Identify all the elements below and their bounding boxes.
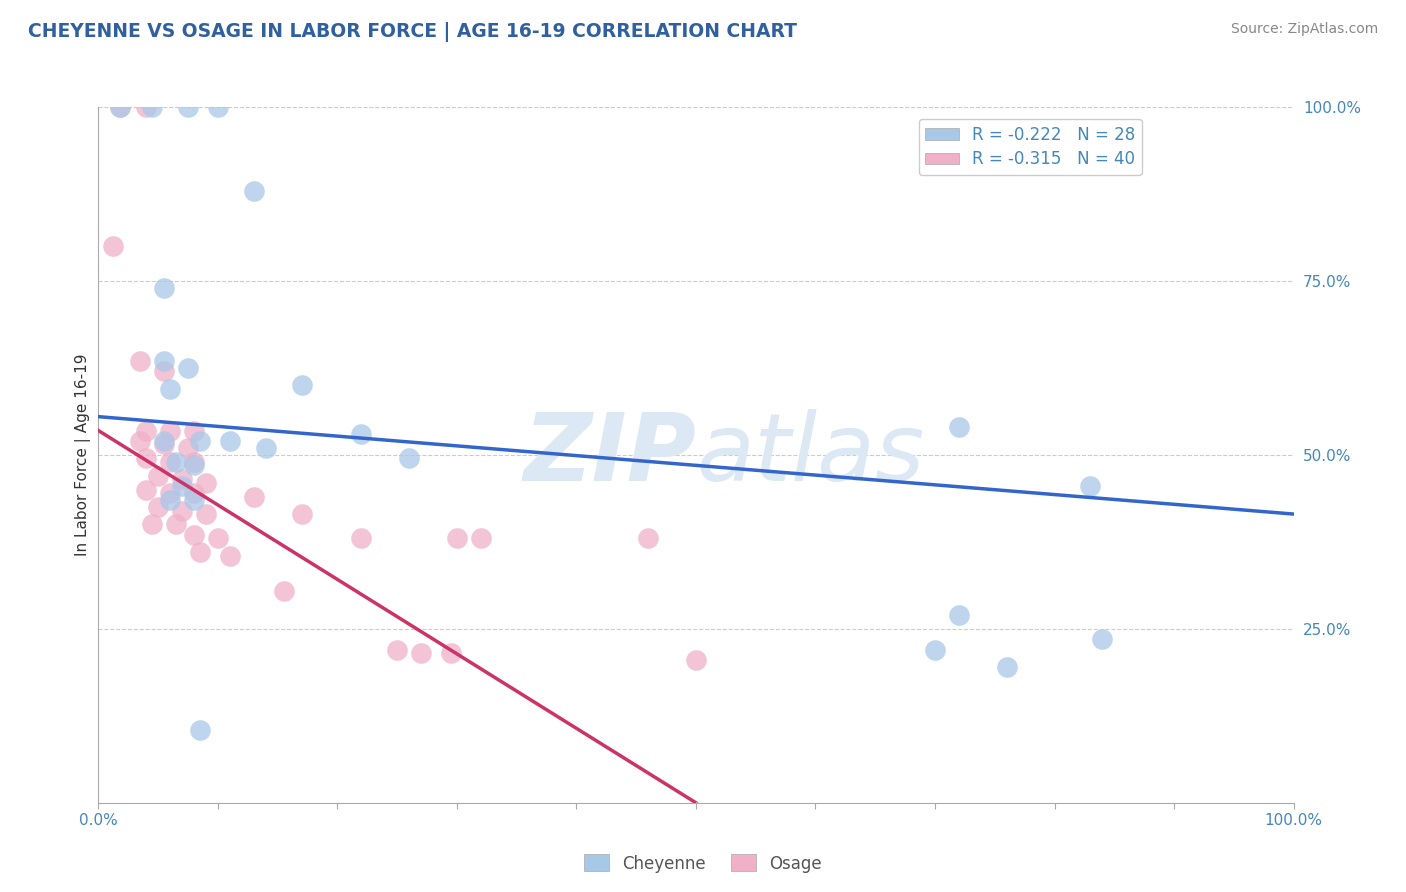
Point — [183, 424, 205, 438]
Point — [183, 528, 205, 542]
Point — [177, 441, 200, 455]
Point — [141, 100, 163, 114]
Point — [470, 532, 492, 546]
Point — [995, 660, 1018, 674]
Point — [153, 437, 176, 451]
Text: ZIP: ZIP — [523, 409, 696, 501]
Point — [177, 100, 200, 114]
Point — [207, 532, 229, 546]
Point — [153, 364, 176, 378]
Point — [188, 434, 211, 448]
Point — [159, 455, 181, 469]
Point — [440, 646, 463, 660]
Point — [165, 455, 187, 469]
Point — [177, 360, 200, 375]
Point — [101, 239, 124, 253]
Point — [1091, 632, 1114, 647]
Point — [446, 532, 468, 546]
Point — [172, 479, 194, 493]
Point — [183, 455, 205, 469]
Point — [350, 532, 373, 546]
Point — [219, 549, 242, 563]
Legend: Cheyenne, Osage: Cheyenne, Osage — [578, 847, 828, 880]
Point — [183, 486, 205, 500]
Point — [219, 434, 242, 448]
Point — [108, 100, 131, 114]
Point — [165, 517, 187, 532]
Point — [159, 493, 181, 508]
Point — [350, 427, 373, 442]
Point — [194, 507, 218, 521]
Point — [129, 434, 152, 448]
Text: CHEYENNE VS OSAGE IN LABOR FORCE | AGE 16-19 CORRELATION CHART: CHEYENNE VS OSAGE IN LABOR FORCE | AGE 1… — [28, 22, 797, 42]
Point — [637, 532, 659, 546]
Point — [172, 472, 194, 486]
Point — [153, 434, 176, 448]
Point — [148, 500, 170, 514]
Legend: R = -0.222   N = 28, R = -0.315   N = 40: R = -0.222 N = 28, R = -0.315 N = 40 — [918, 119, 1142, 175]
Point — [135, 100, 157, 114]
Point — [129, 354, 152, 368]
Point — [273, 583, 295, 598]
Point — [685, 653, 707, 667]
Point — [153, 281, 176, 295]
Point — [243, 490, 266, 504]
Point — [135, 483, 157, 497]
Point — [183, 493, 205, 508]
Point — [159, 382, 181, 396]
Point — [254, 441, 277, 455]
Point — [159, 424, 181, 438]
Point — [194, 475, 218, 490]
Point — [385, 642, 409, 657]
Point — [183, 458, 205, 473]
Point — [148, 468, 170, 483]
Point — [153, 354, 176, 368]
Point — [159, 486, 181, 500]
Point — [291, 507, 314, 521]
Point — [135, 451, 157, 466]
Point — [108, 100, 131, 114]
Point — [948, 607, 970, 622]
Point — [172, 503, 194, 517]
Point — [135, 424, 157, 438]
Text: Source: ZipAtlas.com: Source: ZipAtlas.com — [1230, 22, 1378, 37]
Point — [188, 545, 211, 559]
Point — [1080, 479, 1102, 493]
Y-axis label: In Labor Force | Age 16-19: In Labor Force | Age 16-19 — [76, 353, 91, 557]
Point — [948, 420, 970, 434]
Point — [924, 642, 946, 657]
Point — [207, 100, 229, 114]
Point — [398, 451, 420, 466]
Point — [141, 517, 163, 532]
Point — [188, 723, 211, 737]
Point — [411, 646, 433, 660]
Text: atlas: atlas — [696, 409, 924, 500]
Point — [243, 184, 266, 198]
Point — [291, 378, 314, 392]
